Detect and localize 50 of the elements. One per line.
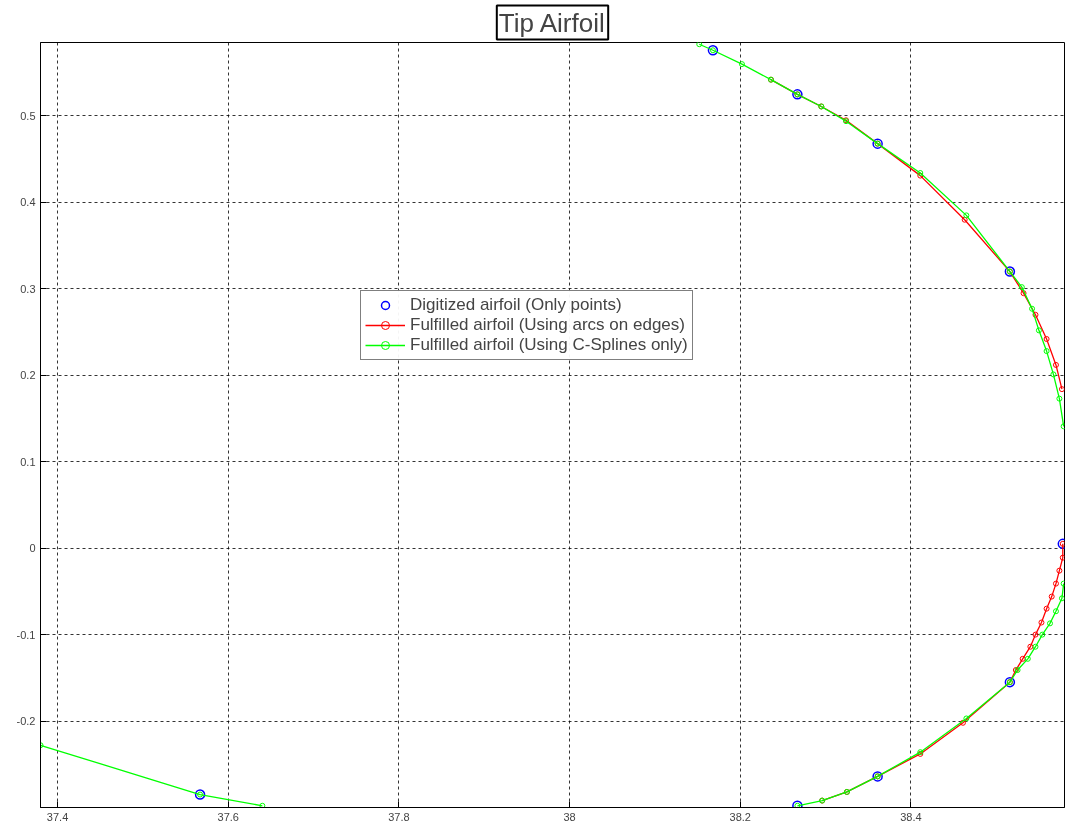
x-tick-label: 38.4 — [900, 810, 922, 823]
point — [1029, 305, 1036, 312]
x-tick-label: 37.8 — [388, 810, 410, 823]
point — [1059, 554, 1065, 561]
y-tick-label: 0.3 — [20, 282, 36, 295]
point — [1060, 423, 1065, 430]
point — [1027, 643, 1034, 650]
y-tick-label: -0.2 — [16, 715, 36, 728]
point — [1058, 386, 1065, 393]
point — [1043, 348, 1050, 355]
point — [1038, 619, 1045, 626]
x-tick-label: 37.4 — [46, 810, 69, 823]
point — [1052, 361, 1059, 368]
y-tick-label: 0 — [29, 542, 36, 555]
point — [1043, 605, 1050, 612]
x-tick-label: 38.2 — [729, 810, 751, 823]
point — [738, 61, 745, 68]
y-tick-label: 0.2 — [20, 369, 36, 382]
point — [963, 212, 970, 219]
x-tick-label: 37.6 — [217, 810, 239, 823]
point — [1046, 620, 1053, 627]
point — [1018, 284, 1025, 291]
point — [1035, 327, 1042, 334]
y-tick-label: 0.1 — [20, 455, 36, 468]
point — [1060, 580, 1065, 587]
point — [1058, 595, 1065, 602]
point — [1052, 608, 1059, 615]
chart-title: Tip Airfoil — [498, 7, 605, 38]
point — [1043, 336, 1050, 342]
point — [1032, 311, 1039, 318]
point — [1056, 395, 1063, 402]
y-tick-label: 0.5 — [20, 109, 36, 122]
legend-label: Fulfilled airfoil (Using arcs on edges) — [410, 315, 685, 335]
point — [1032, 643, 1039, 650]
point — [1024, 655, 1031, 662]
legend-label: Fulfilled airfoil (Using C-Splines only) — [410, 335, 688, 355]
point — [963, 715, 970, 722]
y-tick-label: 0.4 — [20, 196, 36, 209]
x-tick-label: 38 — [563, 810, 576, 823]
point — [1019, 655, 1026, 662]
point — [1039, 631, 1046, 638]
point — [1052, 580, 1059, 587]
point — [1050, 371, 1057, 378]
point — [1056, 567, 1063, 574]
point — [1048, 593, 1055, 600]
point — [961, 216, 968, 223]
y-tick-label: -0.1 — [16, 628, 36, 641]
legend-label: Digitized airfoil (Only points) — [410, 295, 622, 315]
point — [1032, 631, 1039, 638]
point — [1020, 290, 1027, 297]
